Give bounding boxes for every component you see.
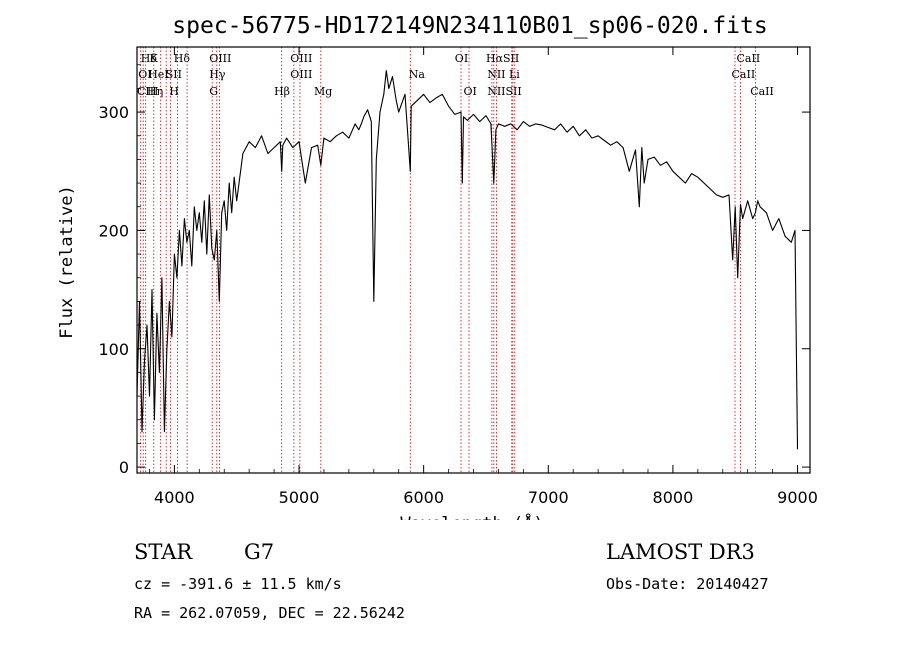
line-label: CaII [732,68,756,81]
redshift-cz: cz = -391.6 ± 11.5 km/s [134,575,342,593]
line-label: NIISII [487,85,522,98]
line-label: NII Li [487,68,520,81]
line-label: Na [409,68,426,81]
x-tick-label: 4000 [154,488,195,507]
line-label: OI [455,52,468,65]
observation-date: Obs-Date: 20140427 [606,575,769,593]
x-axis-ticks: 4000 5000 6000 7000 8000 9000 [149,47,818,507]
x-tick-label: 8000 [653,488,694,507]
plot-frame [136,46,811,474]
line-label: OIII [290,52,312,65]
line-label: OI [464,85,477,98]
line-label: HαSII [486,52,519,65]
line-label: OIII [209,52,231,65]
spectrum-line [136,70,799,450]
line-label: CaII [737,52,761,65]
coordinates: RA = 262.07059, DEC = 22.56242 [134,604,405,622]
spectral-line-markers [140,47,756,473]
line-label: CIII [137,85,158,98]
line-label: Hδ [141,52,158,65]
line-label: H [169,85,179,98]
line-label: Hδ [174,52,191,65]
line-label: Hγ [209,68,226,81]
spectrum-chart: spec-56775-HD172149N234110B01_sp06-020.f… [57,13,818,520]
x-tick-label: 9000 [777,488,818,507]
line-label: HeI [148,68,168,81]
survey-name: LAMOST DR3 [606,540,755,564]
y-tick-label: 0 [119,458,129,477]
x-tick-label: 6000 [403,488,444,507]
y-axis-ticks: 0 100 200 300 [98,64,810,477]
line-label: SII [166,68,182,81]
x-tick-label: 5000 [279,488,320,507]
object-subclass: G7 [244,540,275,564]
y-tick-label: 200 [98,221,129,240]
line-label: K [150,52,159,65]
x-tick-label: 7000 [528,488,569,507]
line-label: Hβ [274,85,290,98]
chart-title: spec-56775-HD172149N234110B01_sp06-020.f… [172,13,767,39]
line-label: OI [138,68,151,81]
line-label: G [209,85,218,98]
x-axis-label: Wavelength (Å) [400,512,543,520]
y-axis-label: Flux (relative) [57,185,77,339]
line-label: Hη [147,85,163,98]
line-label: Mg [314,85,332,98]
y-tick-label: 100 [98,340,129,359]
line-label: OIII [290,68,312,81]
y-tick-label: 300 [98,103,129,122]
line-label: CaII [750,85,774,98]
object-class: STAR [134,540,193,564]
